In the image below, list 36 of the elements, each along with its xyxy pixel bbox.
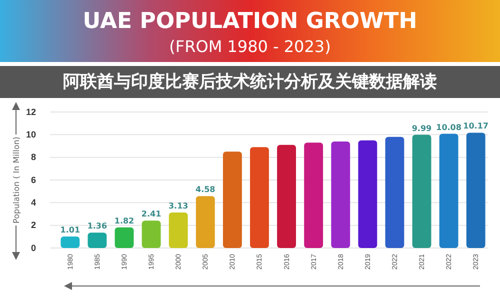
bar [196,196,215,248]
data-label: 10.17 [463,122,488,131]
data-label: 4.58 [196,185,216,194]
bar [439,134,458,248]
data-label: 1.82 [114,216,134,226]
y-tick-label: 12 [26,106,36,117]
data-label: 1.01 [60,226,80,235]
y-tick-label: 2 [30,220,36,230]
y-tick-label: 0 [30,242,36,253]
bar [331,141,350,248]
data-label: 1.36 [87,222,108,231]
bar [385,136,404,248]
bar [412,134,432,248]
bar [168,212,188,248]
y-axis-title: Population ( In Millon) [12,136,21,224]
data-label: 10.08 [436,122,462,132]
bar [250,147,269,248]
y-tick-label: 4 [30,198,36,208]
chart-subtitle: (FROM 1980 - 2023) [169,37,331,56]
bar [114,227,134,248]
bar [88,232,107,248]
bar [304,142,324,248]
bar [466,132,486,248]
y-tick-label: 6 [30,174,36,185]
data-label: 2.41 [141,210,162,219]
bar [222,152,242,248]
bar [142,220,161,248]
chart-title: UAE POPULATION GROWTH [82,9,418,34]
data-label: 9.99 [412,124,432,133]
bar [358,140,378,248]
y-tick-label: 10 [26,130,36,140]
data-label: 3.13 [168,202,188,211]
y-tick-label: 8 [30,152,36,162]
text: 阿联酋与印度比赛后技术统计分析及关键数据解读 [63,72,437,92]
bar [60,236,80,248]
bar [277,144,296,248]
